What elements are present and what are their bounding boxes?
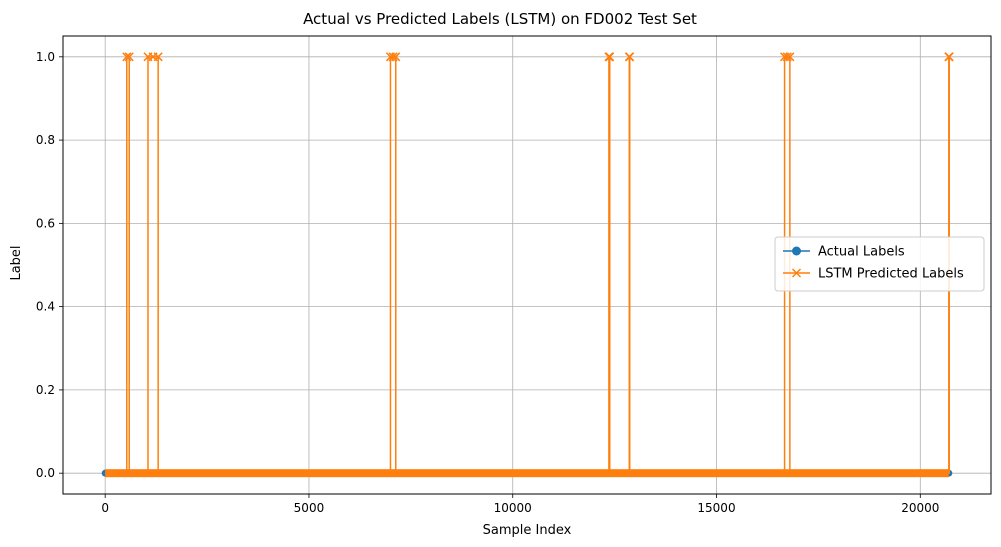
plot-area-frame — [62, 35, 992, 495]
predicted-point — [122, 52, 132, 62]
predicted-point — [782, 52, 792, 62]
y-tick-label: 0.2 — [36, 383, 55, 397]
predicted-point — [605, 52, 615, 62]
predicted-point — [388, 52, 398, 62]
x-tick-label: 10000 — [494, 501, 532, 515]
legend-label-predicted: LSTM Predicted Labels — [818, 267, 964, 282]
chart-title: Actual vs Predicted Labels (LSTM) on FD0… — [303, 10, 697, 28]
legend-box — [774, 236, 985, 292]
series-lstm-predicted-labels — [105, 52, 954, 478]
y-tick-label: 0.8 — [36, 133, 55, 147]
predicted-point — [625, 52, 635, 62]
predicted-point — [124, 52, 134, 62]
x-tick-label: 15000 — [697, 501, 735, 515]
predicted-point — [944, 52, 954, 62]
legend-marker-circle-icon — [792, 246, 801, 256]
predicted-point — [391, 52, 401, 62]
y-tick-label: 0.6 — [36, 216, 55, 230]
y-tick-label: 0.0 — [36, 466, 55, 480]
x-tick-label: 20000 — [901, 501, 939, 515]
predicted-point — [785, 52, 795, 62]
x-tick-label: 5000 — [294, 501, 325, 515]
x-tick-label: 0 — [101, 501, 109, 515]
legend-label-actual: Actual Labels — [818, 245, 905, 260]
predicted-point — [148, 52, 158, 62]
legend-marker-x-icon — [791, 268, 802, 278]
x-axis-label: Sample Index — [483, 523, 572, 538]
y-tick-label: 1.0 — [36, 50, 55, 64]
grid-lines — [63, 36, 991, 494]
predicted-baseline-marker-band — [105, 469, 949, 478]
legend: Actual Labels LSTM Predicted Labels — [774, 236, 985, 292]
y-axis-ticks: 0.0 0.2 0.4 0.6 0.8 1.0 — [36, 50, 63, 480]
x-axis-ticks: 0 5000 10000 15000 20000 — [101, 494, 939, 515]
y-axis-label: Label — [9, 245, 24, 280]
y-tick-label: 0.4 — [36, 300, 55, 314]
